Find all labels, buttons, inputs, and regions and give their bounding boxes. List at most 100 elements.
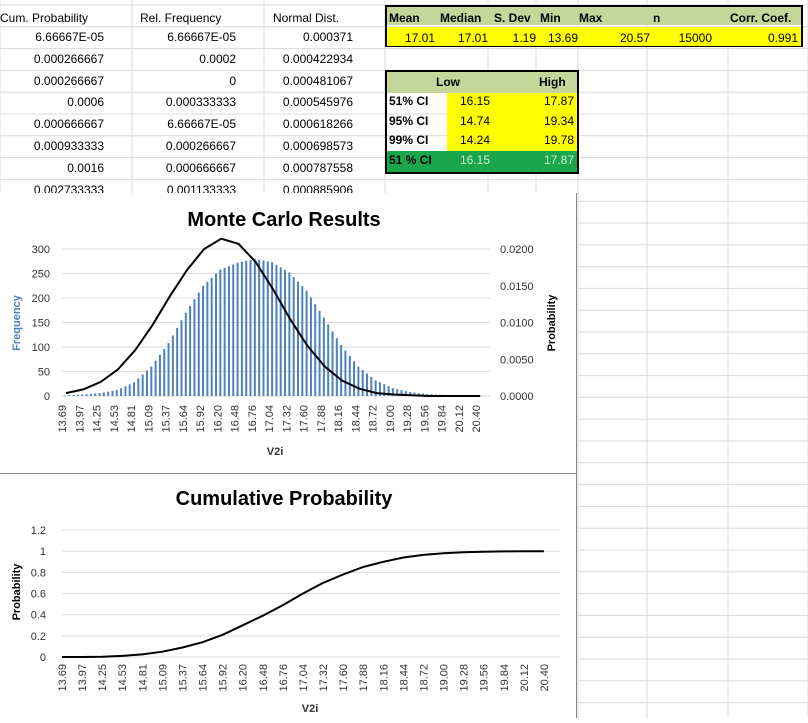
y-tick-label: 0.8	[31, 567, 46, 579]
x-tick-label: 19.00	[385, 405, 397, 433]
stats-header-median[interactable]: Median	[440, 8, 481, 29]
histogram-bar	[357, 367, 359, 396]
monte-carlo-chart-svg: Monte Carlo Results0501001502002503000.0…	[0, 193, 577, 474]
histogram-bar	[146, 371, 148, 396]
cell-norm[interactable]: 0.000698573	[273, 136, 353, 157]
stats-value-corr-coef[interactable]: 0.991	[740, 28, 798, 49]
histogram-bar	[362, 370, 364, 396]
x-tick-label: 14.53	[109, 405, 121, 433]
stats-header-min[interactable]: Min	[540, 8, 561, 29]
stats-value-max[interactable]: 20.57	[600, 28, 650, 49]
histogram-bar	[77, 395, 79, 396]
histogram-bar	[159, 355, 161, 396]
stats-header-corr-coef[interactable]: Corr. Coef.	[730, 8, 791, 29]
ci-row-low[interactable]: 14.74	[430, 112, 490, 131]
x-tick-label: 17.60	[338, 664, 350, 692]
x-tick-label: 18.16	[333, 405, 345, 433]
histogram-bar	[245, 261, 247, 396]
cell-norm[interactable]: 0.000545976	[273, 92, 353, 113]
stats-value-mean[interactable]: 17.01	[390, 28, 435, 49]
cell-cum[interactable]: 0.0006	[0, 92, 104, 113]
header-normal-dist[interactable]: Normal Dist.	[273, 8, 363, 29]
cell-norm[interactable]: 0.000422934	[273, 49, 353, 70]
header-cum-probability[interactable]: Cum. Probability	[0, 8, 110, 29]
cell-rel[interactable]: 0.000266667	[140, 136, 236, 157]
histogram-bar	[241, 262, 243, 396]
ci-high-header[interactable]: High	[539, 72, 566, 93]
x-tick-label: 17.32	[318, 664, 330, 692]
stats-value-n[interactable]: 15000	[662, 28, 712, 49]
cell-norm[interactable]: 0.000481067	[273, 71, 353, 92]
cell-cum[interactable]: 0.000666667	[0, 114, 104, 135]
x-tick-label: 15.09	[143, 405, 155, 433]
cell-cum[interactable]: 0.000933333	[0, 136, 104, 157]
histogram-bar	[293, 277, 295, 396]
cell-cum[interactable]: 6.66667E-05	[0, 27, 104, 48]
histogram-bar	[280, 267, 282, 396]
histogram-bar	[219, 270, 221, 396]
histogram-bar	[116, 390, 118, 396]
histogram-bar	[142, 374, 144, 396]
cell-rel[interactable]: 0	[140, 71, 236, 92]
ci-low-header[interactable]: Low	[436, 72, 460, 93]
ci-row-high[interactable]: 19.78	[514, 131, 574, 150]
ci-row-high[interactable]: 17.87	[514, 151, 574, 170]
histogram-bar	[297, 282, 299, 396]
x-tick-label: 19.28	[402, 405, 414, 433]
x-tick-label: 14.25	[92, 405, 104, 433]
histogram-bar	[211, 278, 213, 396]
cell-norm[interactable]: 0.000787558	[273, 158, 353, 179]
histogram-bar	[327, 324, 329, 396]
stats-header-max[interactable]: Max	[579, 8, 602, 29]
histogram-bar	[124, 386, 126, 396]
ci-row-high[interactable]: 17.87	[514, 92, 574, 111]
stats-value-sdev[interactable]: 1.19	[496, 28, 536, 49]
cell-rel[interactable]: 0.0002	[140, 49, 236, 70]
y-tick-label: 0	[40, 652, 46, 664]
cell-cum[interactable]: 0.0016	[0, 158, 104, 179]
y-tick-label: 200	[32, 293, 50, 305]
stats-header-sdev[interactable]: S. Dev	[494, 8, 531, 29]
histogram-bar	[323, 318, 325, 396]
histogram-bar	[202, 286, 204, 396]
cell-cum[interactable]: 0.000266667	[0, 49, 104, 70]
y-tick-label: 300	[32, 244, 50, 256]
x-tick-label: 18.44	[398, 664, 410, 692]
cell-norm[interactable]: 0.000618266	[273, 114, 353, 135]
cell-rel[interactable]: 6.66667E-05	[140, 27, 236, 48]
x-tick-label: 14.81	[126, 405, 138, 433]
ci-row-high[interactable]: 19.34	[514, 112, 574, 131]
header-rel-frequency[interactable]: Rel. Frequency	[140, 8, 240, 29]
x-tick-label: 19.56	[479, 664, 491, 692]
cell-norm[interactable]: 0.000371	[273, 27, 353, 48]
ci-row-low[interactable]: 16.15	[430, 151, 490, 170]
ci-row-low[interactable]: 16.15	[430, 92, 490, 111]
y-axis-title: Probability	[11, 563, 23, 621]
cell-rel[interactable]: 0.000666667	[140, 158, 236, 179]
x-tick-label: 15.92	[195, 405, 207, 433]
x-tick-label: 18.72	[418, 664, 430, 692]
histogram-bar	[340, 345, 342, 396]
cell-rel[interactable]: 6.66667E-05	[140, 114, 236, 135]
cumulative-line	[62, 551, 544, 657]
cell-rel[interactable]: 0.000333333	[140, 92, 236, 113]
histogram-bar	[73, 395, 75, 396]
ci-row-low[interactable]: 14.24	[430, 131, 490, 150]
x-tick-label: 14.25	[97, 664, 109, 692]
stats-header-mean[interactable]: Mean	[389, 8, 420, 29]
x-axis-title: V2i	[267, 446, 284, 458]
stats-value-median[interactable]: 17.01	[440, 28, 488, 49]
stats-header-n[interactable]: n	[653, 8, 660, 29]
histogram-bar	[336, 338, 338, 396]
histogram-bar	[224, 268, 226, 396]
stats-value-min[interactable]: 13.69	[538, 28, 578, 49]
cumulative-probability-chart-svg: Cumulative Probability00.20.40.60.811.21…	[0, 474, 577, 718]
histogram-bar	[366, 373, 368, 396]
cell-cum[interactable]: 0.000266667	[0, 71, 104, 92]
histogram-bar	[150, 367, 152, 396]
x-tick-label: 19.00	[439, 664, 451, 692]
x-tick-label: 20.40	[471, 405, 483, 433]
